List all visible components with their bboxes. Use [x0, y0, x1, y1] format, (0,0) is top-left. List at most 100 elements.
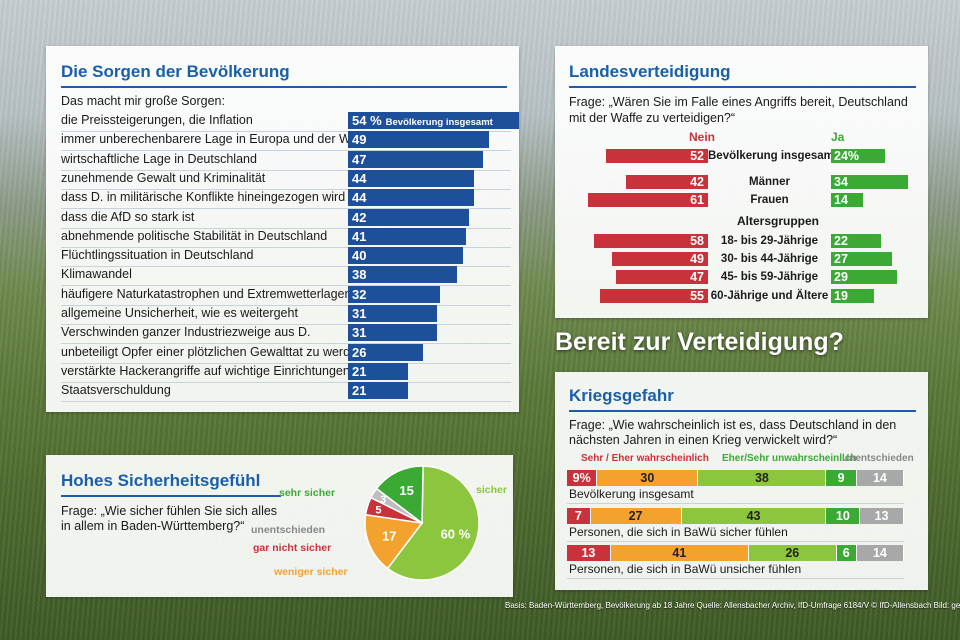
krieg-title: Kriegsgefahr — [569, 386, 674, 405]
nein-bar: 58 — [594, 234, 708, 248]
category-label: 30- bis 44-Jährige — [720, 253, 819, 265]
row-divider — [567, 503, 904, 504]
bar: 31 — [348, 324, 437, 342]
table-row: wirtschaftliche Lage in Deutschland 47 — [61, 150, 511, 171]
pie-value-label: 60 % — [441, 527, 471, 542]
pie-category-label: gar nicht sicher — [253, 542, 331, 554]
row-label: Personen, die sich in BaWü unsicher fühl… — [569, 562, 802, 576]
row-divider — [61, 401, 511, 403]
bar-value: 31 — [352, 306, 367, 321]
nein-bar: 42 — [625, 175, 708, 189]
bar-label: häufigere Naturkatastrophen und Extremwe… — [61, 286, 352, 301]
row-divider — [61, 266, 511, 268]
landes-chart: 52 Bevölkerung insgesamt 24% 42 Männer 34 61 Fr… — [555, 46, 928, 318]
stacked-segment: 13 — [567, 545, 611, 561]
ja-header: Ja — [831, 130, 845, 144]
stacked-segment: 13 — [860, 508, 904, 524]
landes-title: Landesverteidigung — [569, 62, 731, 81]
row-divider — [61, 227, 511, 229]
sorgen-subtitle: Das macht mir große Sorgen: — [61, 94, 225, 108]
stacked-segment: 14 — [856, 470, 904, 486]
legend-wahrscheinlich: Sehr / Eher wahrscheinlich — [581, 453, 709, 464]
bar-value: 21 — [352, 383, 367, 399]
ja-bar: 34 — [831, 175, 908, 189]
stacked-segment: 10 — [826, 508, 861, 524]
nein-bar: 49 — [611, 252, 708, 266]
bar: 21 — [348, 362, 409, 380]
table-row: verstärkte Hackerangriffe auf wichtige E… — [61, 362, 511, 383]
bar: 40 — [348, 247, 463, 265]
bar-label: immer unberechenbarere Lage in Europa un… — [61, 132, 364, 147]
bar-value: 44 — [352, 190, 367, 206]
table-row: dass die AfD so stark ist 42 — [61, 208, 511, 229]
table-row: häufigere Naturkatastrophen und Extremwe… — [61, 285, 511, 306]
sorgen-title: Die Sorgen der Bevölkerung — [61, 62, 290, 81]
bar: 41 — [348, 227, 466, 245]
bar-value: 47 — [352, 151, 367, 167]
bar-value: 42 — [352, 209, 367, 225]
pie-slice — [364, 513, 424, 570]
source-footer: Basis: Baden-Württemberg, Bevölkerung ab… — [505, 601, 960, 610]
category-label: Bevölkerung insgesamt — [708, 150, 838, 162]
bar-label: Verschwinden ganzer Industriezweige aus … — [61, 325, 311, 340]
table-row: unbeteiligt Opfer einer plötzlichen Gewa… — [61, 343, 511, 364]
krieg-panel: Kriegsgefahr Frage: „Wie wahrscheinlich … — [555, 372, 928, 590]
stacked-segment: 9 — [826, 470, 857, 486]
pie-category-label: unentschieden — [251, 524, 325, 536]
bar: 38 — [348, 266, 458, 284]
landes-question: Frage: „Wären Sie im Falle eines Angriff… — [569, 95, 908, 125]
stacked-segment: 26 — [748, 545, 837, 561]
bar-label: dass D. in militärische Konflikte hinein… — [61, 190, 346, 205]
bar-label: allgemeine Unsicherheit, wie es weiterge… — [61, 306, 298, 320]
pie-value-label: 5 — [375, 504, 381, 516]
bar-suffix: Bevölkerung insgesamt — [385, 117, 493, 128]
bar-label: wirtschaftliche Lage in Deutschland — [61, 151, 257, 166]
stacked-segment: 38 — [698, 470, 827, 486]
bar-label: zunehmende Gewalt und Kriminalität — [61, 170, 266, 185]
stacked-segment: 14 — [856, 545, 904, 561]
row-divider — [61, 285, 511, 287]
ja-bar: 27 — [831, 252, 893, 266]
table-row: Staatsverschuldung 21 — [61, 382, 511, 403]
row-divider — [61, 169, 511, 171]
bar-value: 32 — [352, 286, 367, 302]
row-label: Bevölkerung insgesamt — [569, 487, 694, 501]
sicherheit-panel: Hohes Sicherheitsgefühl Frage: „Wie sich… — [46, 455, 513, 597]
bar-label: verstärkte Hackerangriffe auf wichtige E… — [61, 363, 350, 378]
table-row: dass D. in militärische Konflikte hinein… — [61, 189, 511, 210]
nein-bar: 47 — [615, 270, 708, 284]
category-label: 60-Jährige und Ältere — [710, 290, 829, 302]
pie-value-label: 15 — [399, 483, 413, 498]
table-row: immer unberechenbarere Lage in Europa un… — [61, 131, 511, 152]
stacked-segment: 43 — [681, 508, 827, 524]
title-rule — [569, 86, 916, 88]
table-row: Flüchtlingssituation in Deutschland 40 — [61, 247, 511, 268]
krieg-chart: 9% 30 38 9 14 Bevölkerung insgesamt 7 27 43 10 13 P… — [555, 372, 928, 590]
pie-slice — [386, 465, 480, 581]
krieg-question: Frage: „Wie wahrscheinlich ist es, dass … — [569, 418, 897, 447]
landes-panel: Landesverteidigung Frage: „Wären Sie im … — [555, 46, 928, 318]
bar: 31 — [348, 305, 437, 322]
row-divider — [61, 381, 511, 383]
table-row: die Preissteigerungen, die Inflation 54 %… — [61, 112, 519, 132]
stacked-segment: 6 — [836, 545, 857, 561]
row-divider — [61, 324, 511, 325]
pie-value-label: 3 — [380, 494, 386, 506]
category-label: Frauen — [750, 194, 789, 206]
ja-bar: 29 — [831, 270, 897, 284]
bar-value: 31 — [352, 325, 367, 341]
bar: 42 — [348, 208, 469, 226]
nein-bar: 55 — [600, 289, 708, 303]
sorgen-chart: die Preissteigerungen, die Inflation 54 %… — [61, 112, 519, 403]
bar-value: 40 — [352, 248, 367, 264]
ja-bar: 19 — [831, 289, 874, 303]
title-rule — [569, 410, 916, 412]
bar: 54 % Bevölkerung insgesamt — [348, 112, 519, 129]
bar-value: 54 % — [352, 113, 382, 128]
table-row: zunehmende Gewalt und Kriminalität 44 — [61, 169, 511, 190]
stacked-segment: 27 — [590, 508, 682, 524]
row-divider — [61, 304, 511, 306]
bar: 26 — [348, 343, 423, 361]
bar: 44 — [348, 189, 475, 207]
bar-label: die Preissteigerungen, die Inflation — [61, 113, 253, 127]
